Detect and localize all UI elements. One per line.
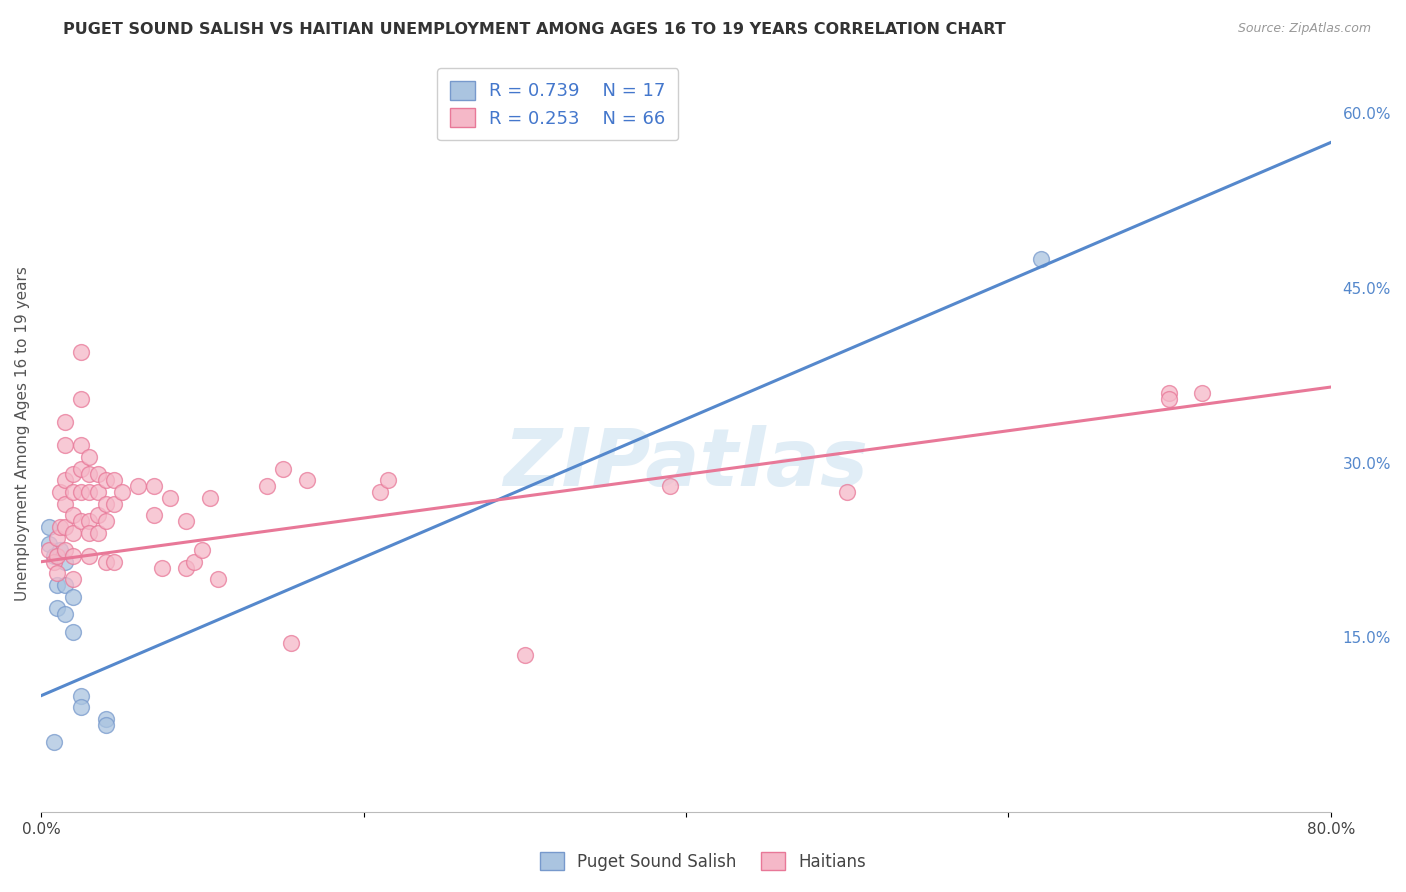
Point [1159,385,1181,400]
Point [62,484,84,499]
Point [70,461,93,475]
Point [79,467,101,482]
Text: PUGET SOUND SALISH VS HAITIAN UNEMPLOYMENT AMONG AGES 16 TO 19 YEARS CORRELATION: PUGET SOUND SALISH VS HAITIAN UNEMPLOYME… [63,22,1007,37]
Legend: R = 0.739    N = 17, R = 0.253    N = 66: R = 0.739 N = 17, R = 0.253 N = 66 [437,68,678,140]
Point [86,525,108,540]
Point [94,555,117,569]
Point [174,514,197,528]
Point [94,712,117,726]
Point [42,735,65,749]
Point [70,438,93,452]
Point [1191,385,1213,400]
Point [86,508,108,523]
Point [94,496,117,510]
Point [142,479,165,493]
Point [53,438,76,452]
Point [42,549,65,563]
Point [377,473,399,487]
Point [513,648,536,662]
Point [658,479,681,493]
Point [42,555,65,569]
Point [127,479,149,493]
Point [70,345,93,359]
Point [79,525,101,540]
Point [368,484,391,499]
Point [53,520,76,534]
Text: Source: ZipAtlas.com: Source: ZipAtlas.com [1237,22,1371,36]
Point [280,636,302,650]
Point [49,543,72,558]
Point [207,572,229,586]
Point [79,450,101,464]
Point [49,484,72,499]
Point [46,566,69,581]
Point [103,473,125,487]
Point [62,508,84,523]
Point [46,549,69,563]
Point [46,601,69,615]
Point [62,590,84,604]
Text: ZIPatlas: ZIPatlas [503,425,869,503]
Point [271,461,294,475]
Point [200,491,222,505]
Point [103,496,125,510]
Point [94,514,117,528]
Point [295,473,318,487]
Point [70,700,93,714]
Point [183,555,205,569]
Legend: Puget Sound Salish, Haitians: Puget Sound Salish, Haitians [531,844,875,880]
Point [62,572,84,586]
Point [62,467,84,482]
Point [49,520,72,534]
Point [46,532,69,546]
Point [53,473,76,487]
Point [62,624,84,639]
Point [53,496,76,510]
Point [70,514,93,528]
Y-axis label: Unemployment Among Ages 16 to 19 years: Unemployment Among Ages 16 to 19 years [15,266,30,601]
Point [53,543,76,558]
Point [256,479,278,493]
Point [70,484,93,499]
Point [191,543,214,558]
Point [62,525,84,540]
Point [53,415,76,429]
Point [1159,392,1181,406]
Point [86,467,108,482]
Point [38,537,60,551]
Point [46,578,69,592]
Point [1029,252,1052,266]
Point [86,484,108,499]
Point [79,514,101,528]
Point [53,555,76,569]
Point [70,689,93,703]
Point [79,549,101,563]
Point [38,520,60,534]
Point [835,484,858,499]
Point [103,555,125,569]
Point [53,578,76,592]
Point [53,607,76,622]
Point [142,508,165,523]
Point [70,392,93,406]
Point [111,484,134,499]
Point [38,543,60,558]
Point [79,484,101,499]
Point [150,560,173,574]
Point [174,560,197,574]
Point [62,549,84,563]
Point [94,718,117,732]
Point [159,491,181,505]
Point [94,473,117,487]
